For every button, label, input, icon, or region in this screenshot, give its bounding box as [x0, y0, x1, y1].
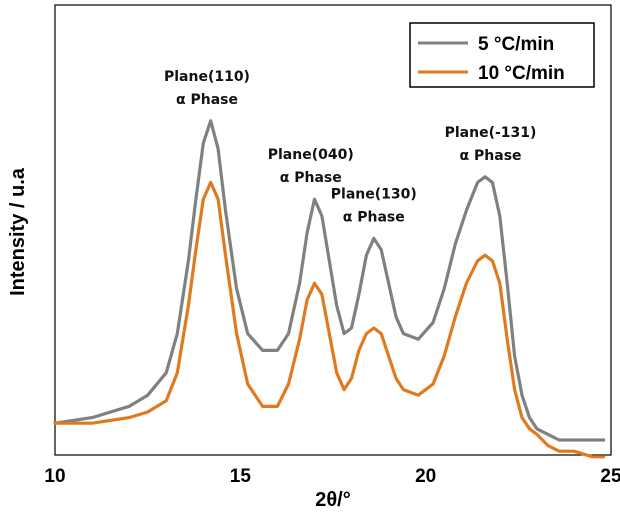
legend: 5 °C/min 10 °C/min [409, 22, 595, 88]
series-lines [53, 119, 606, 459]
peak-annotation-plane: Plane(130) [331, 186, 417, 202]
legend-box [409, 22, 595, 88]
x-axis-label: 2θ/° [315, 489, 351, 511]
x-tick-label: 15 [230, 466, 252, 487]
x-tick-label: 25 [600, 466, 620, 487]
peak-annotation-plane: Plane(110) [164, 69, 250, 85]
peak-annotation-plane: Plane(040) [268, 147, 354, 163]
legend-label-5cmin: 5 °C/min [478, 34, 554, 55]
peak-annotation-phase: α Phase [280, 170, 342, 186]
legend-label-10cmin: 10 °C/min [478, 63, 565, 84]
series-line-0 [53, 119, 606, 442]
peak-annotation-phase: α Phase [343, 209, 405, 225]
peak-annotation-phase: α Phase [176, 92, 238, 108]
y-axis-label: Intensity / u.a [7, 167, 29, 296]
peak-annotation-plane: Plane(-131) [445, 125, 537, 141]
x-tick-label: 10 [44, 466, 65, 487]
x-tick-label: 20 [415, 466, 436, 487]
series-line-1 [53, 180, 606, 459]
peak-annotation-phase: α Phase [460, 148, 522, 164]
plot-frame [54, 4, 612, 456]
x-axis-ticks: 10 15 20 25 [44, 466, 620, 487]
